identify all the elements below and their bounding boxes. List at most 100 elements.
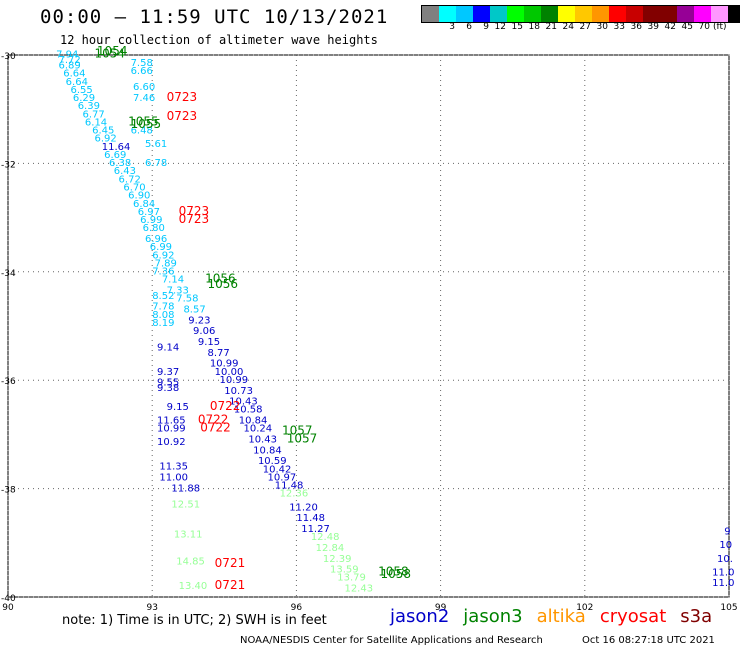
pass-time-label: 1054 bbox=[97, 44, 128, 58]
wave-height-label: 10.92 bbox=[157, 437, 186, 448]
wave-height-label: 6.92 bbox=[152, 250, 174, 261]
wave-height-label: 12.51 bbox=[171, 500, 200, 511]
lat-label: -40 bbox=[1, 594, 16, 604]
wave-height-label: 9.23 bbox=[188, 315, 210, 326]
wave-height-label: 10.99 bbox=[157, 424, 186, 435]
lon-label: 105 bbox=[720, 603, 737, 613]
colorbar-tick-label: 42 bbox=[664, 22, 676, 32]
wave-height-label: 11.48 bbox=[275, 481, 304, 492]
wave-height-label: 9.37 bbox=[157, 367, 179, 378]
wave-height-label: 6.64 bbox=[63, 69, 85, 80]
pass-time-label: 0723 bbox=[167, 90, 198, 104]
wave-height-label: 6.66 bbox=[131, 66, 153, 77]
pass-time-label: 1055 bbox=[131, 117, 162, 131]
wave-height-label: 10.99 bbox=[219, 375, 248, 386]
colorbar-tick-label: 3 bbox=[449, 22, 455, 32]
colorbar bbox=[421, 5, 740, 23]
wave-height-label: 6.90 bbox=[128, 191, 150, 202]
colorbar-tick-label: 33 bbox=[613, 22, 625, 32]
colorbar-tick-label: 30 bbox=[596, 22, 608, 32]
wave-height-label: 7.46 bbox=[133, 93, 155, 104]
colorbar-swatch bbox=[677, 6, 694, 22]
wave-height-label: 10.24 bbox=[244, 424, 273, 435]
wave-height-label: 6.77 bbox=[83, 109, 105, 120]
credit-text: NOAA/NESDIS Center for Satellite Applica… bbox=[240, 635, 543, 646]
wave-height-label: 12.36 bbox=[280, 489, 309, 500]
wave-height-label: 9.14 bbox=[157, 342, 179, 353]
pass-time-label: 1057 bbox=[287, 432, 318, 446]
legend-item-altika: altika bbox=[536, 606, 586, 627]
wave-height-label: 13.59 bbox=[330, 565, 359, 576]
wave-height-label: 6.43 bbox=[114, 166, 136, 177]
colorbar-tick-label: 36 bbox=[630, 22, 642, 32]
wave-height-label: 6.48 bbox=[131, 126, 153, 137]
wave-height-label: 6.70 bbox=[123, 183, 145, 194]
wave-height-label: 10. bbox=[717, 554, 733, 565]
legend-item-jason3: jason3 bbox=[463, 606, 523, 627]
lon-label: 93 bbox=[146, 603, 157, 613]
wave-height-label: 11.65 bbox=[157, 416, 186, 427]
legend-item-s3a: s3a bbox=[680, 606, 713, 627]
pass-time-label: 0723 bbox=[179, 212, 210, 226]
pass-time-label: 1056 bbox=[205, 272, 236, 286]
wave-height-label: 13.11 bbox=[174, 529, 203, 540]
colorbar-swatch bbox=[490, 6, 507, 22]
timestamp-text: Oct 16 08:27:18 UTC 2021 bbox=[582, 635, 715, 646]
colorbar-swatch bbox=[592, 6, 609, 22]
colorbar-swatch bbox=[524, 6, 541, 22]
wave-height-label: 6.84 bbox=[133, 199, 155, 210]
lat-label: -30 bbox=[1, 52, 16, 62]
colorbar-tick-label: 6 bbox=[466, 22, 472, 32]
wave-height-label: 12.43 bbox=[344, 584, 373, 595]
wave-height-label: 9.06 bbox=[193, 326, 215, 337]
wave-height-label: 9.38 bbox=[157, 383, 179, 394]
colorbar-swatch bbox=[558, 6, 575, 22]
wave-height-label: 11.0 bbox=[712, 567, 734, 578]
wave-height-label: 14.85 bbox=[176, 556, 205, 567]
wave-height-label: 12.39 bbox=[323, 554, 352, 565]
colorbar-tick-label: 24 bbox=[562, 22, 574, 32]
wave-height-label: 6.14 bbox=[85, 117, 107, 128]
wave-height-label: 7.72 bbox=[58, 55, 80, 66]
colorbar-swatch bbox=[694, 6, 711, 22]
colorbar-swatch bbox=[643, 6, 660, 22]
colorbar-tick-label: 45 bbox=[681, 22, 693, 32]
wave-height-label: 6.92 bbox=[95, 134, 117, 145]
colorbar-tick-label: 39 bbox=[647, 22, 659, 32]
colorbar-swatch bbox=[728, 6, 740, 22]
wave-height-label: 10.58 bbox=[234, 405, 263, 416]
wave-height-label: 10.73 bbox=[224, 386, 253, 397]
wave-height-label: 13.79 bbox=[337, 573, 366, 584]
legend-item-cryosat: cryosat bbox=[599, 606, 667, 627]
wave-height-label: 11.20 bbox=[289, 502, 318, 513]
pass-time-label: 0723 bbox=[167, 109, 198, 123]
wave-height-label: 10.84 bbox=[239, 416, 268, 427]
page-title: 00:00 – 11:59 UTC 10/13/2021 bbox=[40, 6, 389, 28]
wave-height-label: 10.42 bbox=[263, 464, 292, 475]
wave-height-label: 6.80 bbox=[143, 223, 165, 234]
lat-label: -38 bbox=[1, 486, 16, 496]
colorbar-tick-label: 15 bbox=[511, 22, 523, 32]
colorbar-swatch bbox=[609, 6, 626, 22]
lon-label: 96 bbox=[291, 603, 303, 613]
wave-height-label: 8.57 bbox=[183, 304, 205, 315]
wave-height-label: 11.00 bbox=[159, 472, 188, 483]
lon-label: 90 bbox=[2, 603, 14, 613]
colorbar-tick-label: 27 bbox=[579, 22, 591, 32]
wave-height-label: 8.08 bbox=[152, 310, 174, 321]
wave-height-label: 10.97 bbox=[268, 472, 297, 483]
wave-height-label: 9.15 bbox=[167, 402, 189, 413]
wave-height-label: 8.19 bbox=[152, 318, 174, 329]
wave-height-label: 8.52 bbox=[152, 291, 174, 302]
lon-label: 99 bbox=[435, 603, 447, 613]
colorbar-swatch bbox=[541, 6, 558, 22]
colorbar-tick-label: 12 bbox=[494, 22, 506, 32]
wave-height-label: 6.64 bbox=[66, 77, 88, 88]
colorbar-tick-label: 21 bbox=[545, 22, 557, 32]
wave-height-label: 7.33 bbox=[167, 285, 189, 296]
wave-height-label: 7.36 bbox=[152, 267, 174, 278]
colorbar-swatch bbox=[626, 6, 643, 22]
colorbar-tick-label: 9 bbox=[483, 22, 489, 32]
pass-time-label: 0722 bbox=[200, 421, 231, 435]
